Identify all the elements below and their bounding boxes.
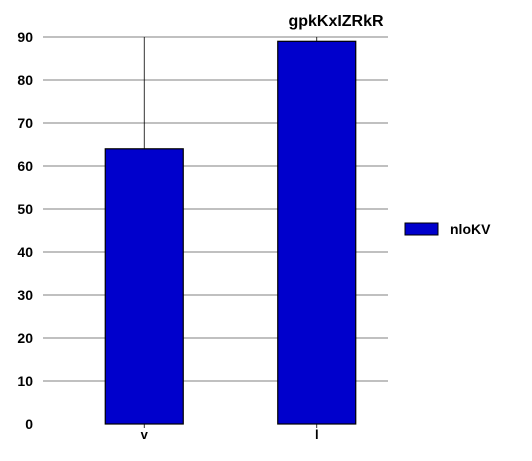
y-axis: 0 10 20 30 40 50 60 70 80 90: [17, 29, 33, 432]
y-tick-label: 70: [17, 115, 33, 131]
y-tick-label: 80: [17, 72, 33, 88]
bar-l: [277, 40, 357, 425]
legend: nloKV: [404, 221, 491, 237]
bars: [104, 40, 357, 425]
y-tick-label: 60: [17, 158, 33, 174]
y-tick-label: 0: [25, 416, 33, 432]
y-tick-label: 90: [17, 29, 33, 45]
y-tick-label: 40: [17, 244, 33, 260]
y-tick-label: 20: [17, 330, 33, 346]
y-tick-label: 50: [17, 201, 33, 217]
legend-label: nloKV: [450, 221, 491, 237]
y-tick-label: 10: [17, 373, 33, 389]
bar-v: [104, 148, 184, 425]
x-tick-label: v: [141, 427, 149, 442]
chart-title: gpkKxIZRkR: [288, 13, 384, 30]
y-tick-label: 30: [17, 287, 33, 303]
x-tick-label: l: [315, 427, 319, 442]
legend-swatch: [404, 222, 439, 236]
